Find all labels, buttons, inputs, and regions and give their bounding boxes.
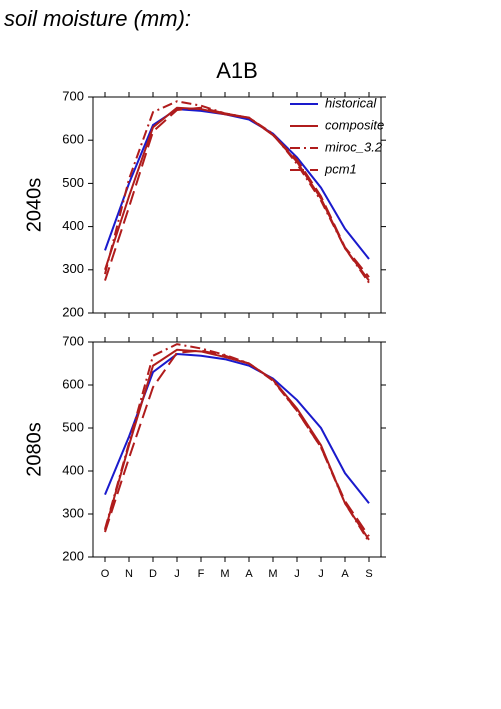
y-tick-label: 200 xyxy=(62,548,84,563)
y-tick-label: 700 xyxy=(62,88,84,103)
y-tick-label: 700 xyxy=(62,333,84,348)
x-tick-label: J xyxy=(294,568,300,580)
x-tick-label: J xyxy=(318,568,324,580)
plot-frame xyxy=(92,341,382,558)
legend-label: historical xyxy=(325,95,377,110)
x-tick-label: A xyxy=(245,568,253,580)
y-tick-label: 500 xyxy=(62,175,84,190)
y-tick-label: 300 xyxy=(62,505,84,520)
x-tick-label: J xyxy=(174,568,180,580)
figure-title: soil moisture (mm): xyxy=(4,6,191,31)
x-tick-label: M xyxy=(220,568,229,580)
legend-label: composite xyxy=(325,117,384,132)
x-tick-label: M xyxy=(268,568,277,580)
chart-title: A1B xyxy=(216,58,258,83)
x-tick-label: D xyxy=(149,568,157,580)
y-tick-label: 600 xyxy=(62,132,84,147)
y-tick-label: 500 xyxy=(62,419,84,434)
y-tick-label: 200 xyxy=(62,304,84,319)
y-tick-label: 300 xyxy=(62,261,84,276)
y-tick-label: 400 xyxy=(62,462,84,477)
y-tick-label: 400 xyxy=(62,218,84,233)
series-line xyxy=(104,106,370,281)
series-line xyxy=(104,100,370,284)
x-tick-label: S xyxy=(365,568,372,580)
x-tick-label: N xyxy=(125,568,133,580)
y-tick-label: 600 xyxy=(62,376,84,391)
series-line xyxy=(104,349,370,537)
series-line xyxy=(104,353,370,504)
y-axis-label: 2080s xyxy=(23,422,45,477)
x-tick-label: F xyxy=(198,568,205,580)
x-tick-label: O xyxy=(101,568,110,580)
x-tick-label: A xyxy=(341,568,349,580)
legend-label: miroc_3.2 xyxy=(325,139,383,154)
y-axis-label: 2040s xyxy=(23,178,45,233)
legend-label: pcm1 xyxy=(324,161,357,176)
plot-frame xyxy=(92,96,382,314)
